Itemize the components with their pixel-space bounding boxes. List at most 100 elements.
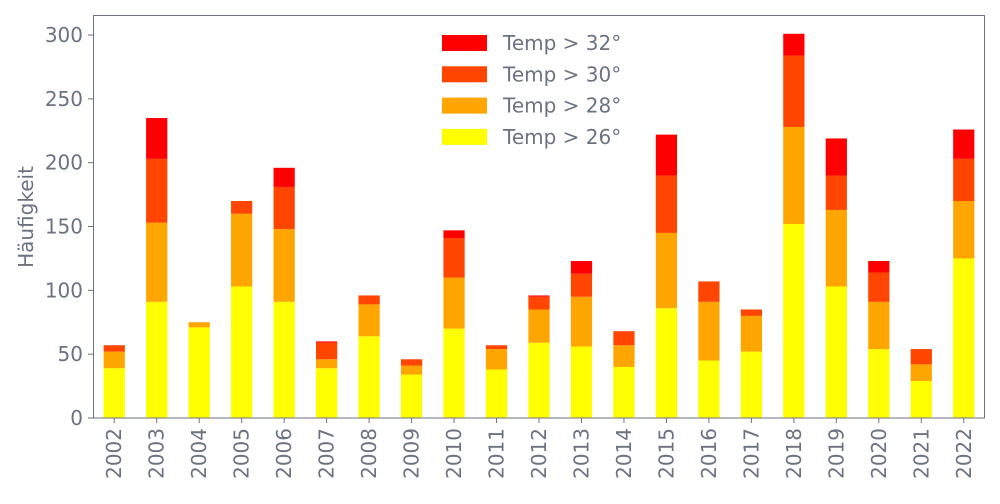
bar-2019-series-1 [825,209,847,287]
bar-2015-series-0 [655,308,678,418]
y-tick-label: 0 [70,406,83,430]
bar-2007-series-0 [316,368,338,418]
bar-2015-series-2 [655,175,678,233]
x-tick-label: 2013 [569,428,593,479]
x-tick-label: 2006 [272,428,296,479]
bar-2014-series-1 [613,345,635,367]
y-tick-label: 300 [45,23,83,47]
x-tick-label: 2021 [909,428,933,479]
bar-2019-series-2 [825,175,847,210]
bar-2003-series-3 [146,118,168,159]
legend: Temp > 32° Temp > 30° Temp > 28° Temp > 26° [442,31,621,149]
bar-2012-series-0 [528,342,550,418]
bar-2022-series-0 [953,258,975,418]
bar-2002-series-0 [103,368,125,418]
legend-swatch [442,35,487,51]
bar-2005-series-1 [231,213,253,287]
bar-2010-series-0 [443,328,465,418]
bar-2003-series-2 [146,158,168,223]
bar-2004-series-1 [188,322,210,328]
x-tick-label: 2009 [400,428,424,479]
bar-2016-series-2 [698,281,720,302]
bar-2005-series-0 [231,286,253,418]
x-tick-label: 2004 [187,428,211,479]
bar-2018-series-3 [783,33,805,56]
bar-2002-series-1 [103,351,125,369]
bar-2017-series-2 [740,309,762,316]
x-tick-label: 2008 [357,428,381,479]
bar-2011-series-0 [485,369,508,418]
x-tick-label: 2014 [612,428,636,479]
bar-2007-series-1 [316,359,338,369]
bar-2016-series-0 [698,360,720,418]
x-tick-label: 2007 [315,428,339,479]
bar-2006-series-1 [273,229,295,302]
x-tick-label: 2017 [739,428,763,479]
bar-2018-series-1 [783,126,805,224]
bar-2008-series-2 [358,295,380,305]
bars-layer [103,33,975,418]
bar-2012-series-3 [528,295,550,297]
bar-2007-series-2 [316,342,338,360]
x-axis: 2002 2003 2004 2005 2006 2007 2008 2009 2010 2011… [102,418,976,479]
y-tick-label: 100 [45,278,83,302]
y-axis-label: Häufigkeit [14,166,38,268]
bar-2015-series-1 [655,232,678,309]
bar-2020-series-3 [868,260,890,273]
bar-2002-series-2 [103,345,125,352]
bar-2021-series-1 [910,364,932,381]
bar-2021-series-2 [910,349,932,365]
bar-2003-series-0 [146,301,168,418]
bar-2010-series-1 [443,277,465,329]
x-tick-label: 2003 [145,428,169,479]
x-tick-label: 2012 [527,428,551,479]
y-tick-label: 150 [45,215,83,239]
bar-2009-series-1 [400,365,423,375]
bar-2011-series-1 [485,349,508,370]
bar-2003-series-1 [146,222,168,302]
bar-2019-series-0 [825,286,847,418]
x-tick-label: 2022 [952,428,976,479]
bar-2017-series-1 [740,315,762,352]
legend-label: Temp > 32° [502,31,621,55]
bar-2018-series-2 [783,55,805,127]
bar-2020-series-2 [868,272,890,302]
bar-2010-series-2 [443,238,465,278]
x-tick-label: 2020 [867,428,891,479]
bar-2006-series-0 [273,301,295,418]
bar-2009-series-2 [400,359,423,366]
bar-2004-series-0 [188,327,210,418]
bar-2009-series-0 [400,374,423,418]
y-tick-label: 50 [58,342,83,366]
bar-2019-series-3 [825,138,847,176]
bar-2008-series-0 [358,336,380,418]
y-axis: 0 50 100 150 200 250 300 [45,23,93,430]
bar-2020-series-0 [868,349,890,418]
bar-2022-series-2 [953,158,975,201]
bar-2021-series-0 [910,380,932,418]
bar-2022-series-3 [953,129,975,159]
bar-2011-series-2 [485,345,508,350]
x-tick-label: 2015 [654,428,678,479]
bar-2015-series-3 [655,134,678,176]
x-tick-label: 2011 [485,428,509,479]
bar-2007-series-3 [316,341,338,343]
bar-2005-series-2 [231,200,253,214]
legend-swatch [442,66,487,83]
bar-2017-series-0 [740,351,762,418]
bar-2016-series-1 [698,301,720,361]
x-tick-label: 2018 [782,428,806,479]
bar-2013-series-1 [570,296,593,347]
x-tick-label: 2002 [102,428,126,479]
legend-label: Temp > 28° [502,94,621,118]
legend-swatch [442,128,487,145]
bar-2018-series-0 [783,223,805,418]
bar-2006-series-3 [273,167,295,187]
bar-2006-series-2 [273,186,295,230]
bar-2008-series-1 [358,304,380,337]
bar-2022-series-1 [953,200,975,259]
bar-2010-series-3 [443,230,465,239]
y-tick-label: 250 [45,87,83,111]
bar-2013-series-2 [570,273,593,297]
